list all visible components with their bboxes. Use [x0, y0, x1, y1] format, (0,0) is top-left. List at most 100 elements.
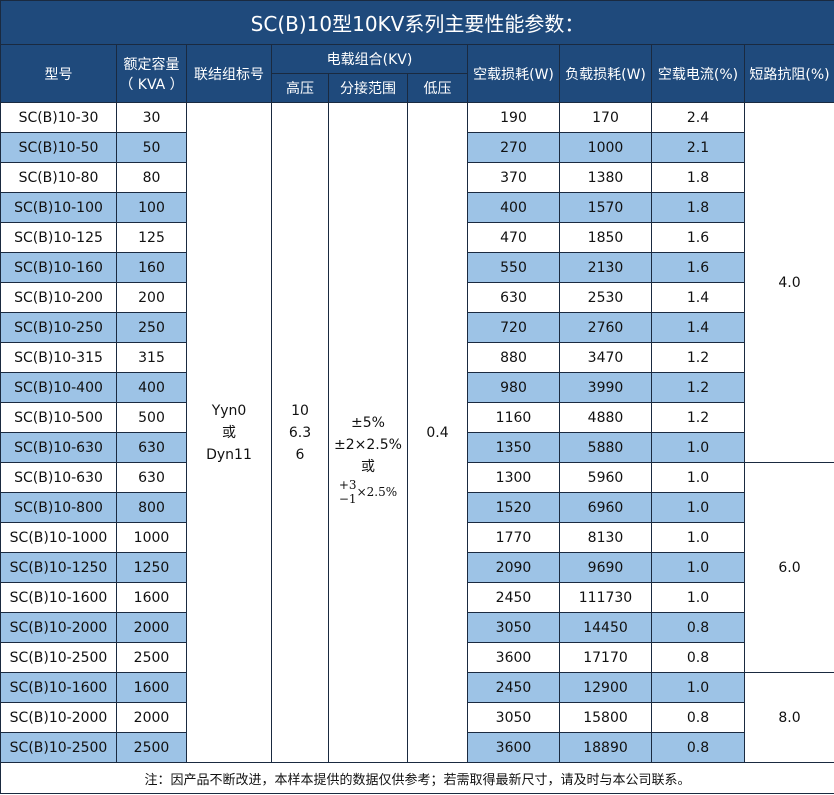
header-capacity: 额定容量（ KVA ） [116, 44, 187, 103]
load-loss-cell: 9690 [559, 552, 652, 583]
model-cell: SC(B)10-100 [0, 192, 117, 223]
model-cell: SC(B)10-500 [0, 402, 117, 433]
load-loss-cell: 1850 [559, 222, 652, 253]
footer-note: 注：因产品不断改进，本样本提供的数据仅供参考；若需取得最新尺寸，请及时与本公司联… [0, 762, 834, 794]
header-load-loss: 负载损耗(W) [559, 44, 652, 103]
load-loss-cell: 15800 [559, 702, 652, 733]
model-cell: SC(B)10-125 [0, 222, 117, 253]
capacity-cell: 400 [116, 372, 187, 403]
load-loss-cell: 111730 [559, 582, 652, 613]
header-tap-range: 分接范围 [328, 73, 408, 103]
model-cell: SC(B)10-2000 [0, 702, 117, 733]
model-cell: SC(B)10-200 [0, 282, 117, 313]
table-row: SC(B)10-315 315 880 3470 1.2 [0, 342, 834, 373]
table-row: SC(B)10-800 800 1520 6960 1.0 [0, 492, 834, 523]
no-load-loss-cell: 270 [467, 132, 560, 163]
model-cell: SC(B)10-30 [0, 102, 117, 133]
table-row: SC(B)10-630 630 1350 5880 1.0 [0, 432, 834, 463]
no-load-loss-cell: 1160 [467, 402, 560, 433]
table-row: SC(B)10-1000 1000 1770 8130 1.0 [0, 522, 834, 553]
table-row: SC(B)10-250 250 720 2760 1.4 [0, 312, 834, 343]
load-loss-cell: 18890 [559, 732, 652, 763]
capacity-cell: 800 [116, 492, 187, 523]
no-load-current-cell: 1.0 [651, 672, 745, 703]
load-loss-cell: 4880 [559, 402, 652, 433]
table-row: SC(B)10-2000 2000 3050 15800 0.8 [0, 702, 834, 733]
load-loss-cell: 6960 [559, 492, 652, 523]
no-load-loss-cell: 2450 [467, 672, 560, 703]
no-load-current-cell: 1.6 [651, 252, 745, 283]
table-row: SC(B)10-1250 1250 2090 9690 1.0 [0, 552, 834, 583]
capacity-cell: 315 [116, 342, 187, 373]
impedance-cell: 6.0 [744, 462, 834, 673]
model-cell: SC(B)10-2500 [0, 732, 117, 763]
capacity-cell: 30 [116, 102, 187, 133]
model-cell: SC(B)10-250 [0, 312, 117, 343]
load-loss-cell: 14450 [559, 612, 652, 643]
capacity-cell: 1600 [116, 672, 187, 703]
model-cell: SC(B)10-1600 [0, 672, 117, 703]
model-cell: SC(B)10-160 [0, 252, 117, 283]
capacity-cell: 2500 [116, 642, 187, 673]
no-load-loss-cell: 400 [467, 192, 560, 223]
no-load-loss-cell: 550 [467, 252, 560, 283]
no-load-current-cell: 1.0 [651, 462, 745, 493]
no-load-loss-cell: 3050 [467, 612, 560, 643]
no-load-current-cell: 1.0 [651, 522, 745, 553]
no-load-loss-cell: 720 [467, 312, 560, 343]
no-load-current-cell: 1.0 [651, 582, 745, 613]
capacity-cell: 200 [116, 282, 187, 313]
table-title: SC(B)10型10KV系列主要性能参数： [0, 0, 834, 45]
model-cell: SC(B)10-1600 [0, 582, 117, 613]
table-row: SC(B)10-2000 2000 3050 14450 0.8 [0, 612, 834, 643]
no-load-current-cell: 2.4 [651, 102, 745, 133]
no-load-current-cell: 0.8 [651, 642, 745, 673]
capacity-cell: 1600 [116, 582, 187, 613]
high-voltage-cell: 10 6.3 6 [271, 102, 329, 763]
load-loss-cell: 2130 [559, 252, 652, 283]
capacity-cell: 100 [116, 192, 187, 223]
load-loss-cell: 5960 [559, 462, 652, 493]
model-cell: SC(B)10-630 [0, 462, 117, 493]
table-row: SC(B)10-1600 1600 2450 111730 1.0 [0, 582, 834, 613]
load-loss-cell: 2530 [559, 282, 652, 313]
no-load-current-cell: 1.2 [651, 342, 745, 373]
capacity-cell: 250 [116, 312, 187, 343]
no-load-current-cell: 1.2 [651, 372, 745, 403]
load-loss-cell: 1570 [559, 192, 652, 223]
load-loss-cell: 2760 [559, 312, 652, 343]
model-cell: SC(B)10-315 [0, 342, 117, 373]
table-row: SC(B)10-100 100 400 1570 1.8 [0, 192, 834, 223]
no-load-current-cell: 2.1 [651, 132, 745, 163]
capacity-cell: 2000 [116, 702, 187, 733]
load-loss-cell: 12900 [559, 672, 652, 703]
model-cell: SC(B)10-1250 [0, 552, 117, 583]
capacity-cell: 500 [116, 402, 187, 433]
capacity-cell: 2000 [116, 612, 187, 643]
table-row: SC(B)10-80 80 370 1380 1.8 [0, 162, 834, 193]
no-load-loss-cell: 3050 [467, 702, 560, 733]
load-loss-cell: 3990 [559, 372, 652, 403]
model-cell: SC(B)10-80 [0, 162, 117, 193]
no-load-current-cell: 1.6 [651, 222, 745, 253]
header-low-voltage: 低压 [407, 73, 468, 103]
no-load-loss-cell: 880 [467, 342, 560, 373]
capacity-cell: 630 [116, 432, 187, 463]
table-row: SC(B)10-2500 2500 3600 18890 0.8 [0, 732, 834, 763]
no-load-current-cell: 1.0 [651, 432, 745, 463]
table-row: SC(B)10-1600 1600 2450 12900 1.0 8.0 [0, 672, 834, 763]
no-load-current-cell: 0.8 [651, 732, 745, 763]
no-load-loss-cell: 370 [467, 162, 560, 193]
no-load-current-cell: 1.2 [651, 402, 745, 433]
header-no-load-current: 空载电流(%) [651, 44, 745, 103]
table-row: SC(B)10-30 30 Yyn0 或 Dyn11 10 6.3 6 ±5% ±2×2.5% 或 +… [0, 102, 834, 763]
model-cell: SC(B)10-400 [0, 372, 117, 403]
table-row: SC(B)10-400 400 980 3990 1.2 [0, 372, 834, 403]
no-load-current-cell: 1.8 [651, 162, 745, 193]
no-load-loss-cell: 470 [467, 222, 560, 253]
load-loss-cell: 5880 [559, 432, 652, 463]
connection-cell: Yyn0 或 Dyn11 [186, 102, 272, 763]
model-cell: SC(B)10-1000 [0, 522, 117, 553]
capacity-cell: 50 [116, 132, 187, 163]
table-row: SC(B)10-630 630 1300 5960 1.0 6.0 [0, 462, 834, 673]
